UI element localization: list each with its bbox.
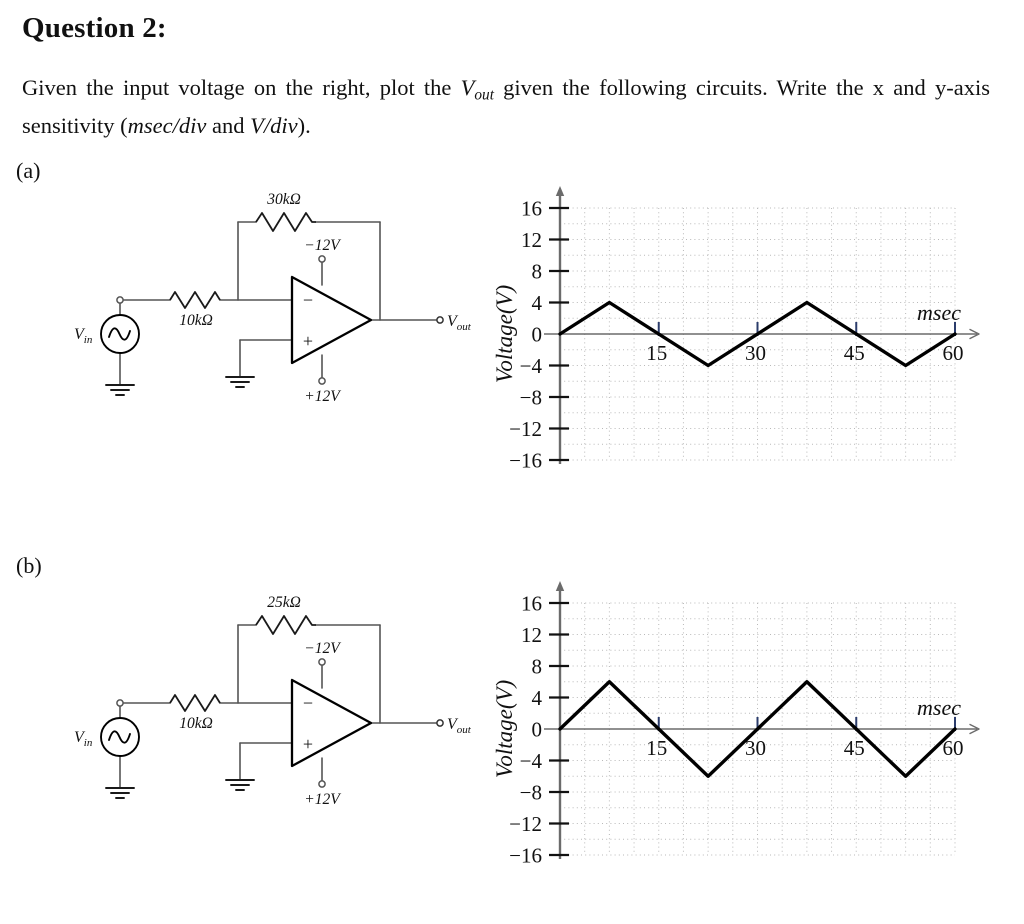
circuit-diagram-b: 25kΩ 10kΩ −12V +12V − + Vin Vout xyxy=(60,575,480,820)
x-axis-title: msec xyxy=(917,695,961,720)
x-sensitivity-units: msec/div xyxy=(127,113,207,139)
ground-icon-source-a xyxy=(105,384,135,396)
circuit-svg-a: 30kΩ 10kΩ −12V +12V − + Vin Vout xyxy=(74,191,472,405)
y-tick-label: 4 xyxy=(532,686,543,710)
prompt-text-and: and xyxy=(206,113,251,139)
y-tick-label: −16 xyxy=(509,844,542,868)
y-tick-label: −4 xyxy=(520,354,543,378)
sine-glyph-a xyxy=(108,327,131,341)
y-sensitivity-units: V/div xyxy=(250,113,298,139)
y-axis-title: Voltage(V) xyxy=(492,680,517,778)
chart-svg-a: 16 12 8 4 0 −4 −8 −12 −16 Voltage(V) 15 30 45 60 msec xyxy=(492,186,980,473)
sine-glyph-b xyxy=(108,730,131,744)
y-tick-label: −16 xyxy=(509,449,542,473)
vout-symbol: V xyxy=(460,75,475,100)
noninverting-input-sign-b: + xyxy=(303,734,313,754)
y-tick-label: 16 xyxy=(521,592,542,616)
x-tick-label: 45 xyxy=(844,736,865,760)
y-tick-label: 8 xyxy=(532,260,543,284)
op-amp-symbol-b xyxy=(290,678,373,768)
feedback-resistor-symbol-b xyxy=(255,615,316,635)
page-title: Question 2: xyxy=(22,12,167,44)
circuit-svg-b: 25kΩ 10kΩ −12V +12V − + Vin Vout xyxy=(74,594,472,808)
output-terminal-a xyxy=(436,316,444,324)
feedback-resistor-label-a: 30kΩ xyxy=(266,191,301,208)
source-node-terminal-b xyxy=(116,699,124,707)
x-tick-label: 15 xyxy=(646,341,667,365)
x-tick-label: 15 xyxy=(646,736,667,760)
y-tick-label: 0 xyxy=(532,718,543,742)
waveform-trace xyxy=(558,680,957,778)
x-tick-label: 60 xyxy=(943,736,964,760)
x-ticks-a: 15 30 45 60 xyxy=(646,322,964,365)
supply-negative-label-b: −12V xyxy=(304,640,341,657)
y-ticks-a: 16 12 8 4 0 −4 −8 −12 −16 xyxy=(509,197,569,473)
y-axis-title: Voltage(V) xyxy=(492,285,517,383)
x-axis-arrowhead xyxy=(969,723,980,735)
y-tick-label: −8 xyxy=(520,781,542,805)
y-tick-label: 12 xyxy=(521,228,542,252)
chart-b: 16 12 8 4 0 −4 −8 −12 −16 Voltage(V) 15 30 45 60 msec xyxy=(492,575,992,885)
prompt-text-lead: Given the input voltage on the right, pl… xyxy=(22,75,461,100)
output-label-a: Vout xyxy=(447,313,472,333)
chart-a: 16 12 8 4 0 −4 −8 −12 −16 Voltage(V) 15 30 45 60 msec xyxy=(492,180,992,480)
x-axis-title: msec xyxy=(917,300,961,325)
y-tick-label: 16 xyxy=(521,197,542,221)
source-node-terminal-a xyxy=(116,296,124,304)
output-label-b: Vout xyxy=(447,716,472,736)
feedback-resistor-symbol-a xyxy=(255,212,316,232)
circuit-diagram-a: 30kΩ 10kΩ −12V +12V − + Vin Vout xyxy=(60,180,480,415)
inverting-input-sign-b: − xyxy=(303,693,313,713)
supply-pos-terminal-b xyxy=(318,780,326,788)
y-tick-label: 4 xyxy=(532,291,543,315)
waveform-trace xyxy=(558,300,957,368)
y-tick-label: 8 xyxy=(532,655,543,679)
supply-pos-terminal-a xyxy=(318,377,326,385)
input-resistor-label-a: 10kΩ xyxy=(179,312,213,329)
source-label-b: Vin xyxy=(74,729,93,749)
y-tick-label: −12 xyxy=(509,417,542,441)
op-amp-symbol-a xyxy=(290,275,373,365)
ground-icon-source-b xyxy=(105,787,135,799)
vout-subscript: out xyxy=(474,86,494,104)
part-b-label: (b) xyxy=(16,553,42,578)
inverting-input-sign-a: − xyxy=(303,290,313,310)
ground-icon-noninv-b xyxy=(225,779,255,791)
noninverting-input-sign-a: + xyxy=(303,331,313,351)
y-tick-label: 0 xyxy=(532,323,543,347)
x-tick-label: 60 xyxy=(943,341,964,365)
supply-neg-terminal-a xyxy=(318,255,326,263)
input-resistor-symbol-b xyxy=(169,694,221,712)
x-tick-label: 30 xyxy=(745,736,766,760)
y-tick-label: −12 xyxy=(509,812,542,836)
question-prompt: Given the input voltage on the right, pl… xyxy=(22,72,990,141)
ground-icon-noninv-a xyxy=(225,376,255,388)
x-ticks-b: 15 30 45 60 xyxy=(646,717,964,760)
y-tick-label: −4 xyxy=(520,749,543,773)
chart-svg-b: 16 12 8 4 0 −4 −8 −12 −16 Voltage(V) 15 30 45 60 msec xyxy=(492,581,980,868)
y-tick-label: 12 xyxy=(521,623,542,647)
x-axis-arrowhead xyxy=(969,328,980,340)
prompt-text-tail: ). xyxy=(297,113,311,139)
y-axis-arrowhead xyxy=(555,186,565,196)
part-a-label: (a) xyxy=(16,158,41,183)
y-ticks-b: 16 12 8 4 0 −4 −8 −12 −16 xyxy=(509,592,569,868)
x-tick-label: 30 xyxy=(745,341,766,365)
supply-neg-terminal-b xyxy=(318,658,326,666)
supply-positive-label-a: +12V xyxy=(304,388,341,405)
supply-negative-label-a: −12V xyxy=(304,237,341,254)
input-resistor-label-b: 10kΩ xyxy=(179,715,213,732)
y-axis-arrowhead xyxy=(555,581,565,591)
prompt-text-mid: given the following circuits. Write the … xyxy=(22,75,990,139)
supply-positive-label-b: +12V xyxy=(304,791,341,808)
x-tick-label: 45 xyxy=(844,341,865,365)
input-resistor-symbol-a xyxy=(169,291,221,309)
output-terminal-b xyxy=(436,719,444,727)
y-tick-label: −8 xyxy=(520,386,542,410)
feedback-resistor-label-b: 25kΩ xyxy=(267,594,301,611)
source-label-a: Vin xyxy=(74,326,93,346)
